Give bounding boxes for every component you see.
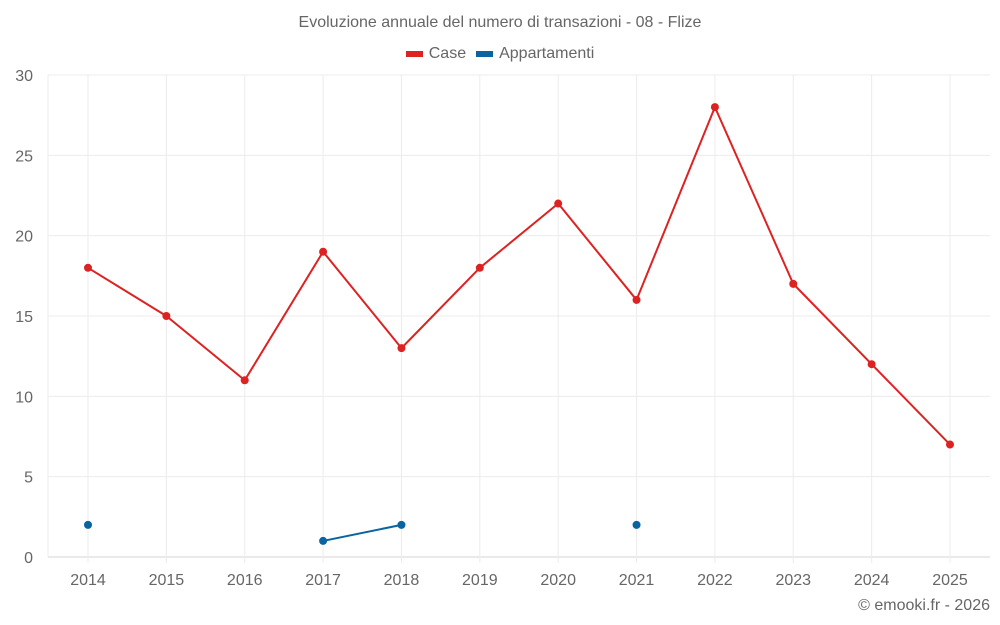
- data-point[interactable]: [84, 263, 92, 272]
- series-appartamenti: [84, 520, 641, 545]
- y-tick-label: 30: [15, 68, 33, 85]
- legend-label-case: Case: [428, 45, 467, 62]
- x-tick-label: 2025: [932, 572, 968, 589]
- data-point[interactable]: [84, 520, 92, 529]
- y-tick-label: 0: [24, 550, 33, 567]
- data-point[interactable]: [867, 360, 876, 369]
- data-point[interactable]: [554, 199, 563, 208]
- data-point[interactable]: [397, 344, 406, 353]
- x-tick-label: 2022: [697, 572, 733, 589]
- y-tick-label: 5: [24, 470, 33, 487]
- data-point[interactable]: [162, 312, 171, 320]
- data-point[interactable]: [319, 536, 328, 545]
- grid-lines: [47, 74, 990, 563]
- x-tick-label: 2018: [384, 572, 420, 589]
- y-tick-label: 10: [15, 389, 33, 406]
- x-tick-label: 2015: [149, 572, 185, 589]
- chart-title: Evoluzione annuale del numero di transaz…: [298, 14, 702, 31]
- x-tick-label: 2017: [305, 572, 341, 589]
- legend-item-case[interactable]: Case: [405, 45, 467, 63]
- series-layer: [84, 103, 954, 545]
- series-line: [87, 106, 951, 446]
- legend-swatch-case: [405, 51, 423, 57]
- x-tick-label: 2020: [540, 572, 576, 589]
- x-tick-label: 2024: [854, 572, 890, 589]
- y-tick-label: 15: [15, 309, 33, 326]
- legend-item-appartamenti[interactable]: Appartamenti: [476, 45, 594, 63]
- legend-swatch-appartamenti: [476, 51, 494, 57]
- x-axis: 2014 2015 2016 2017 2018 2019 2020 2021 2022 2023…: [70, 572, 968, 589]
- data-point[interactable]: [319, 247, 328, 256]
- x-tick-label: 2023: [775, 572, 811, 589]
- data-point[interactable]: [240, 376, 249, 385]
- credit-text: © emooki.fr - 2026: [858, 597, 990, 614]
- data-point[interactable]: [946, 440, 954, 449]
- data-point[interactable]: [475, 263, 484, 272]
- y-tick-label: 25: [15, 148, 33, 165]
- data-point[interactable]: [789, 279, 798, 288]
- x-tick-label: 2016: [227, 572, 263, 589]
- data-point[interactable]: [397, 520, 406, 529]
- data-point[interactable]: [632, 520, 641, 529]
- x-tick-label: 2014: [70, 572, 106, 589]
- x-tick-label: 2021: [619, 572, 655, 589]
- series-line: [322, 523, 402, 542]
- x-tick-label: 2019: [462, 572, 498, 589]
- data-point[interactable]: [632, 295, 641, 304]
- legend-label-appartamenti: Appartamenti: [499, 45, 595, 62]
- y-axis: 0 5 10 15 20 25 30: [15, 68, 33, 567]
- data-point[interactable]: [710, 103, 719, 112]
- y-tick-label: 20: [15, 229, 33, 246]
- series-case: [84, 103, 954, 449]
- legend: Case Appartamenti: [0, 45, 1000, 63]
